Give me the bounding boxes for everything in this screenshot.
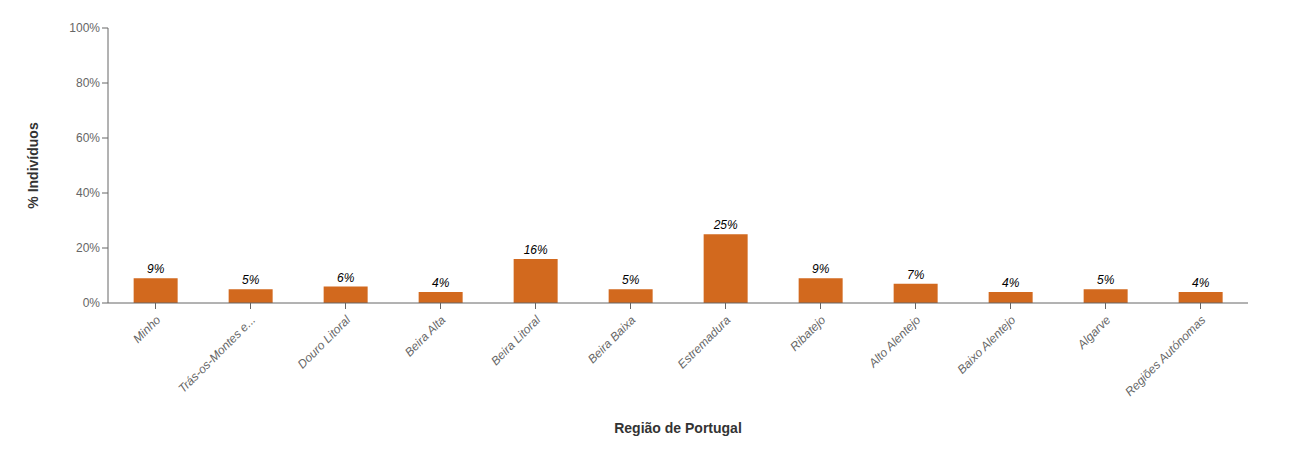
svg-text:Beira Alta: Beira Alta bbox=[402, 313, 449, 360]
svg-text:% Indivíduos: % Indivíduos bbox=[25, 122, 41, 209]
svg-text:7%: 7% bbox=[907, 268, 925, 282]
svg-text:Trás-os-Montes e...: Trás-os-Montes e... bbox=[175, 313, 258, 396]
svg-text:Beira Litoral: Beira Litoral bbox=[488, 313, 543, 368]
svg-text:16%: 16% bbox=[524, 243, 548, 257]
svg-text:9%: 9% bbox=[812, 262, 830, 276]
svg-text:0%: 0% bbox=[83, 296, 101, 310]
svg-text:9%: 9% bbox=[147, 262, 165, 276]
svg-text:Algarve: Algarve bbox=[1074, 313, 1114, 353]
svg-text:Região de Portugal: Região de Portugal bbox=[614, 420, 742, 436]
svg-text:25%: 25% bbox=[713, 218, 738, 232]
svg-text:Ribatejo: Ribatejo bbox=[787, 313, 828, 354]
svg-text:4%: 4% bbox=[1192, 276, 1210, 290]
svg-text:Estremadura: Estremadura bbox=[675, 313, 734, 372]
svg-text:Baixo Alentejo: Baixo Alentejo bbox=[954, 313, 1018, 377]
svg-text:Beira Baixa: Beira Baixa bbox=[585, 313, 639, 367]
svg-text:4%: 4% bbox=[432, 276, 450, 290]
svg-text:5%: 5% bbox=[1097, 273, 1115, 287]
svg-text:Alto Alentejo: Alto Alentejo bbox=[865, 313, 923, 371]
svg-text:5%: 5% bbox=[622, 273, 640, 287]
svg-text:6%: 6% bbox=[337, 271, 355, 285]
svg-text:60%: 60% bbox=[76, 131, 100, 145]
svg-text:40%: 40% bbox=[76, 186, 100, 200]
svg-text:4%: 4% bbox=[1002, 276, 1020, 290]
svg-text:Douro Litoral: Douro Litoral bbox=[295, 313, 354, 372]
svg-text:Regiões Autónomas: Regiões Autónomas bbox=[1122, 313, 1208, 399]
svg-text:100%: 100% bbox=[69, 21, 100, 35]
svg-text:Minho: Minho bbox=[130, 313, 163, 346]
svg-text:5%: 5% bbox=[242, 273, 260, 287]
svg-text:80%: 80% bbox=[76, 76, 100, 90]
svg-text:20%: 20% bbox=[76, 241, 100, 255]
